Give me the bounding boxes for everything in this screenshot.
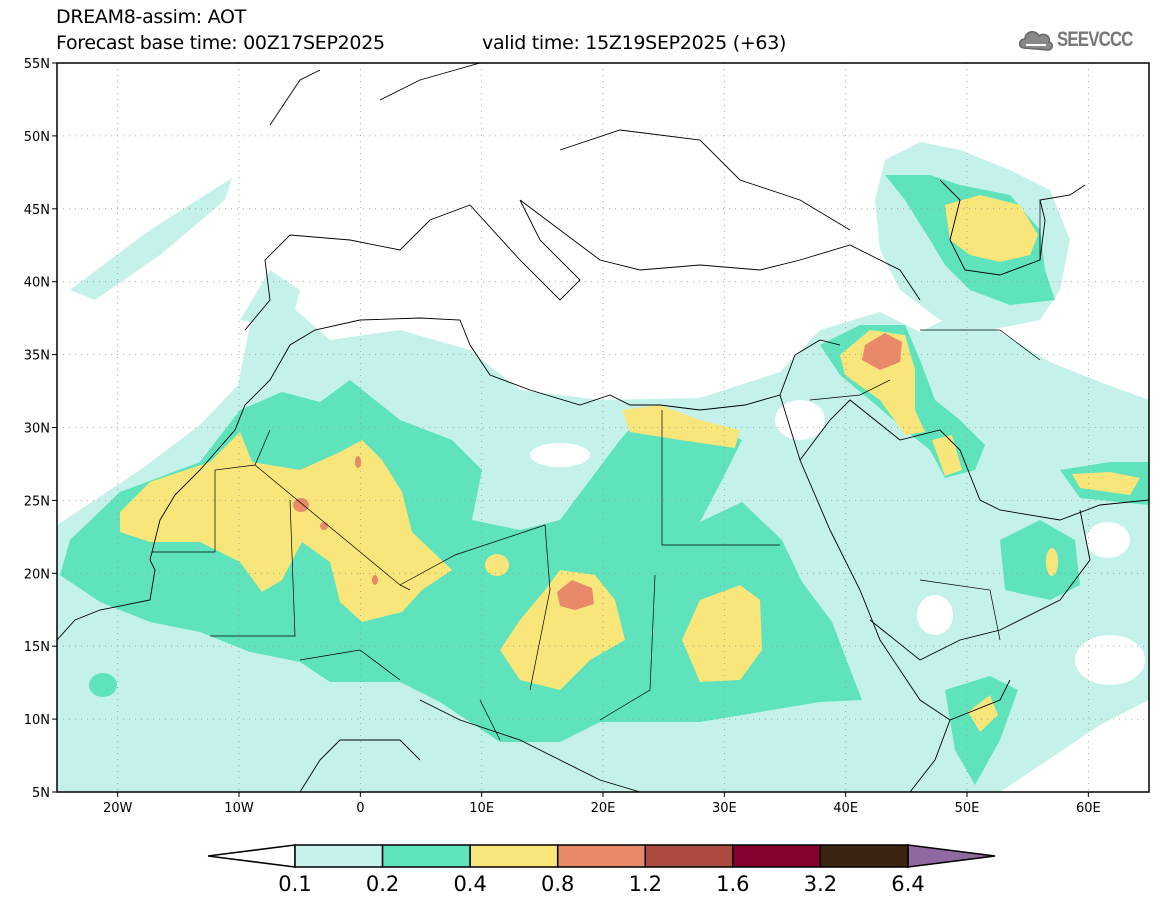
lon-tick-label: 20W — [103, 801, 133, 816]
map-title: DREAM8-assim: AOT — [56, 6, 246, 28]
colorbar-segment — [732, 844, 822, 868]
lat-tick-label: 50N — [24, 130, 50, 145]
lon-tick-label: 60E — [1076, 801, 1101, 816]
colorbar: 0.1 0.2 0.4 0.8 1.2 1.6 3.2 6.4 — [207, 844, 996, 896]
lat-tick-label: 5N — [32, 786, 50, 801]
colorbar-segment — [381, 844, 471, 868]
colorbar-label: 0.2 — [366, 872, 399, 896]
coastlines — [57, 63, 1149, 792]
lon-tick-label: 10W — [224, 801, 254, 816]
colorbar-segment — [556, 844, 647, 868]
seevccc-logo: SEEVCCC — [1018, 26, 1152, 54]
valid-time: valid time: 15Z19SEP2025 (+63) — [482, 32, 787, 54]
lon-tick-label: 50E — [955, 801, 980, 816]
lat-tick-label: 25N — [24, 494, 50, 509]
colorbar-label: 0.8 — [541, 872, 574, 896]
lat-tick-label: 30N — [24, 422, 50, 437]
lon-tick-label: 40E — [833, 801, 858, 816]
lat-tick-label: 40N — [24, 276, 50, 291]
lon-tick-label: 10E — [469, 801, 494, 816]
forecast-base-time: Forecast base time: 00Z17SEP2025 — [56, 32, 385, 54]
lat-tick-label: 45N — [24, 203, 50, 218]
colorbar-label: 1.6 — [716, 872, 749, 896]
colorbar-segment — [294, 844, 384, 868]
colorbar-segment — [469, 844, 559, 868]
cloud-icon — [1018, 31, 1053, 51]
colorbar-label: 3.2 — [804, 872, 837, 896]
lon-tick-label: 30E — [712, 801, 737, 816]
colorbar-segment — [644, 844, 734, 868]
aot-level-0.8 — [293, 333, 902, 610]
lat-tick-label: 10N — [24, 713, 50, 728]
colorbar-label: 0.1 — [278, 872, 311, 896]
colorbar-label: 6.4 — [891, 872, 924, 896]
colorbar-label: 1.2 — [629, 872, 662, 896]
colorbar-below-triangle — [207, 844, 296, 868]
colorbar-segment — [819, 844, 909, 868]
map-axes: 55N 50N 45N 40N 35N 30N 25N 20N 15N 10N 5N 20W 10W 0 1… — [24, 57, 1101, 816]
lat-tick-label: 20N — [24, 567, 50, 582]
country-borders — [152, 200, 1041, 741]
lon-tick-label: 20E — [591, 801, 616, 816]
logo-text: SEEVCCC — [1057, 28, 1133, 51]
lat-tick-label: 55N — [24, 57, 50, 72]
colorbar-above-triangle — [907, 844, 996, 868]
aot-level-0.4 — [120, 195, 1140, 732]
colorbar-label: 0.4 — [453, 872, 486, 896]
lon-tick-label: 0 — [356, 801, 364, 816]
lat-tick-label: 15N — [24, 640, 50, 655]
aot-field — [57, 63, 1149, 792]
lat-tick-label: 35N — [24, 349, 50, 364]
